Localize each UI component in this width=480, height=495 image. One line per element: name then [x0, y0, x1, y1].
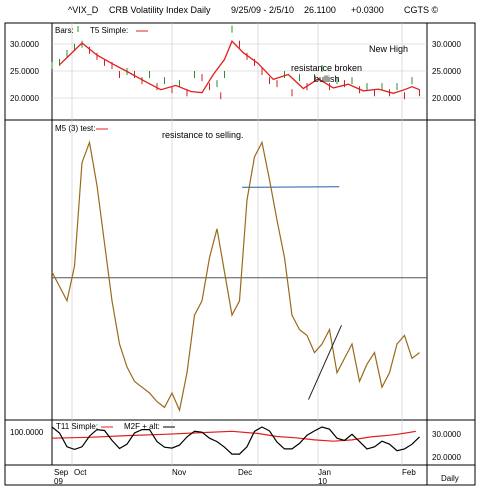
header-last-value: 26.1100 — [304, 5, 336, 15]
x-label-jan: Jan — [318, 468, 331, 477]
price-tick-25: 25.0000 — [432, 67, 461, 76]
x-label-dec: Dec — [238, 468, 252, 477]
outer-frame — [4, 22, 476, 486]
price-tick-20-left: 20.0000 — [10, 94, 39, 103]
m2f-line — [51, 426, 420, 455]
header-source: CGTS © — [404, 5, 439, 15]
x-year-09: 09 — [54, 477, 63, 486]
header-symbol: ^VIX_D — [68, 5, 99, 15]
osc-legend-m5: M5 (3) test: — [55, 124, 95, 133]
m2f-legend: M2F + alt: — [124, 422, 160, 431]
x-year-10: 10 — [318, 477, 327, 486]
grid-layer — [52, 23, 427, 465]
annotation-new-high: New High — [369, 44, 408, 54]
t11-tick-right-30: 30.0000 — [432, 430, 461, 439]
price-tick-20: 20.0000 — [432, 94, 461, 103]
annotation-resistance-to-selling: resistance to selling. — [162, 130, 244, 140]
price-tick-30-left: 30.0000 — [10, 40, 39, 49]
t11-legend: T11 Simple: — [56, 422, 98, 431]
osc-trend-line — [308, 325, 342, 400]
oscillator-panel — [51, 140, 427, 413]
price-ma-line — [59, 40, 420, 94]
resistance-line — [242, 186, 340, 188]
price-tick-30: 30.0000 — [432, 40, 461, 49]
t11-tick-left-100: 100.0000 — [10, 428, 44, 437]
x-label-sep: Sep — [54, 468, 69, 477]
x-label-nov: Nov — [172, 468, 186, 477]
price-panel — [51, 25, 420, 188]
header-date-range: 9/25/09 - 2/5/10 — [231, 5, 294, 15]
header-title: CRB Volatility Index Daily — [109, 5, 211, 15]
price-legend-bars: Bars: — [55, 26, 74, 35]
header-change: +0.0300 — [351, 5, 384, 15]
price-tick-25-left: 25.0000 — [10, 67, 39, 76]
period-label-daily: Daily — [441, 474, 459, 483]
t11-tick-right-20: 20.0000 — [432, 453, 461, 462]
annotation-bullish: bullish — [314, 74, 340, 84]
annotation-resistance-broken: resistance broken — [291, 63, 362, 73]
x-label-feb: Feb — [402, 468, 416, 477]
osc-line — [51, 140, 420, 413]
t11-line — [51, 430, 416, 442]
t11-panel — [51, 426, 420, 455]
price-legend-t5: T5 Simple: — [90, 26, 128, 35]
x-label-oct: Oct — [74, 468, 87, 477]
